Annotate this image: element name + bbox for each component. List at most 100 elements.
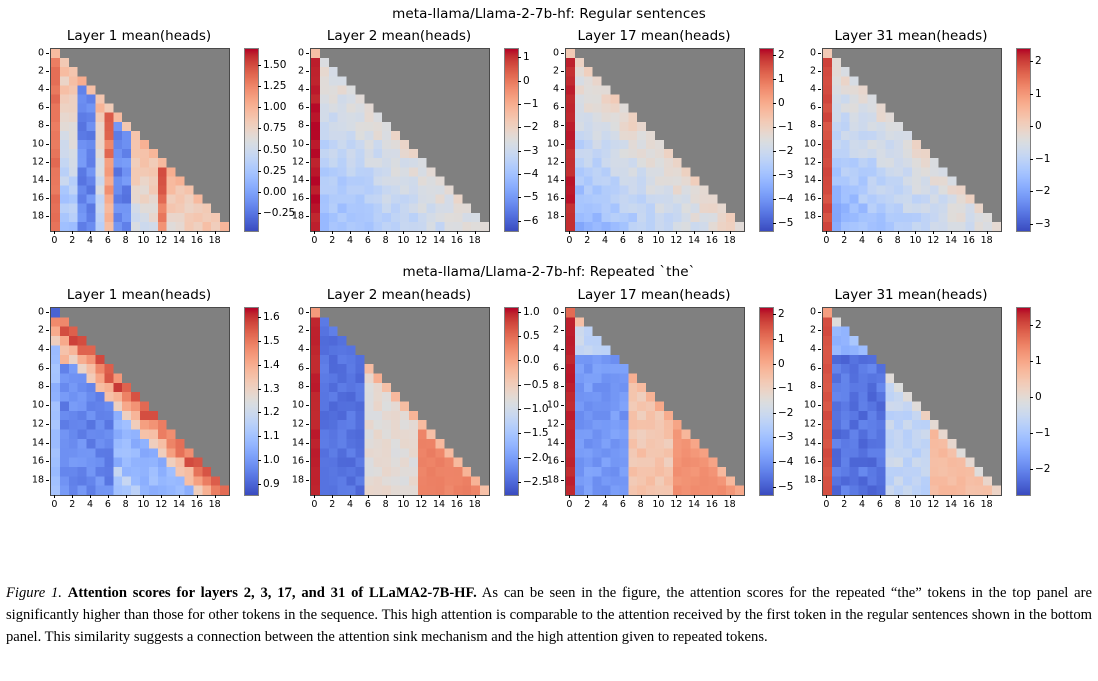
colorbar-tick-mark [258, 213, 261, 215]
y-tick-mark [561, 216, 564, 218]
x-tick-label: 4 [87, 499, 94, 510]
x-tick-mark [214, 495, 216, 498]
colorbar-tick-label: 0.75 [263, 122, 287, 135]
y-tick-mark [818, 386, 821, 388]
colorbar-tick-mark [258, 340, 261, 342]
colorbar-tick-mark [258, 86, 261, 88]
y-tick-mark [561, 70, 564, 72]
x-tick-mark [143, 231, 145, 234]
x-tick-mark [622, 231, 624, 234]
colorbar-tick-mark [258, 412, 261, 414]
colorbar-tick-mark [773, 150, 776, 152]
colorbar-tick-label: 0.25 [263, 164, 287, 177]
x-tick-label: 14 [688, 235, 701, 246]
y-tick-mark [306, 461, 309, 463]
colorbar-tick-label: −2 [778, 406, 794, 419]
heatmap-canvas [566, 49, 744, 231]
x-tick-mark [161, 495, 163, 498]
x-tick-mark [569, 495, 571, 498]
panel-title: Layer 17 mean(heads) [577, 287, 731, 303]
x-tick-label: 6 [104, 499, 111, 510]
panel-title: Layer 2 mean(heads) [326, 287, 472, 303]
x-tick-label: 8 [637, 235, 644, 246]
heatmap-axes [310, 307, 490, 496]
x-tick-mark [367, 231, 369, 234]
colorbar-tick-label: −2.0 [523, 451, 549, 464]
x-tick-mark [456, 231, 458, 234]
y-tick-label: 2 [37, 65, 44, 77]
x-tick-mark [587, 231, 589, 234]
x-tick-mark [72, 495, 74, 498]
heatmap-axes [565, 48, 745, 232]
x-tick-mark [676, 495, 678, 498]
x-tick-label: 16 [190, 499, 203, 510]
x-tick-mark [658, 231, 660, 234]
y-tick-mark [306, 216, 309, 218]
colorbar-gradient [245, 308, 258, 495]
colorbar-tick-mark [773, 55, 776, 57]
y-tick-mark [306, 179, 309, 181]
x-tick-mark [196, 231, 198, 234]
heatmap-panel-1-1: Layer 2 mean(heads) 0 2 4 6 8 10 12 14 16 18 0 2 4 6 8 1… [278, 255, 549, 525]
y-tick-mark [46, 367, 49, 369]
x-tick-mark [915, 495, 917, 498]
x-tick-mark [474, 231, 476, 234]
y-tick-label: 4 [552, 83, 559, 95]
y-tick-mark [306, 479, 309, 481]
x-tick-label: 8 [382, 235, 389, 246]
colorbar-tick-mark [1030, 324, 1033, 326]
x-tick-mark [879, 495, 881, 498]
y-tick-label: 10 [803, 138, 816, 150]
y-tick-label: 8 [297, 380, 304, 392]
x-tick-label: 12 [415, 499, 428, 510]
y-tick-label: 8 [297, 119, 304, 131]
x-tick-label: 8 [894, 499, 901, 510]
y-tick-label: 10 [31, 399, 44, 411]
y-tick-mark [818, 161, 821, 163]
colorbar-tick-mark [518, 481, 521, 483]
x-tick-label: 6 [104, 235, 111, 246]
colorbar-tick-mark [1030, 191, 1033, 192]
y-tick-label: 8 [809, 119, 816, 131]
x-tick-label: 8 [894, 235, 901, 246]
x-tick-label: 10 [137, 499, 150, 510]
x-tick-mark [456, 495, 458, 498]
x-tick-mark [107, 231, 109, 234]
y-tick-mark [46, 330, 49, 332]
colorbar-tick-label: 1.6 [263, 310, 280, 323]
x-tick-label: 8 [122, 235, 129, 246]
x-tick-mark [968, 495, 970, 498]
colorbar-tick-label: 1.0 [263, 454, 280, 467]
suptitle-repeated-the: meta-llama/Llama-2-7b-hf: Repeated `the` [402, 264, 696, 280]
colorbar-tick-mark [773, 222, 776, 224]
x-tick-mark [54, 495, 56, 498]
x-tick-label: 10 [909, 235, 922, 246]
y-tick-label: 2 [809, 324, 816, 336]
caption-lead-sentence: Attention scores for layers 2, 3, 17, an… [67, 585, 477, 601]
colorbar-tick-label: 0 [778, 97, 785, 110]
colorbar-tick-label: 1 [778, 332, 785, 345]
x-tick-label: 14 [173, 235, 186, 246]
y-tick-mark [561, 179, 564, 181]
y-tick-mark [561, 442, 564, 444]
x-tick-mark [569, 231, 571, 234]
colorbar-tick-label: 1.5 [263, 334, 280, 347]
x-tick-mark [711, 231, 713, 234]
y-tick-mark [561, 88, 564, 90]
colorbar-tick-mark [518, 457, 521, 459]
y-tick-mark [561, 386, 564, 388]
x-tick-label: 14 [945, 235, 958, 246]
colorbar-tick-label: −3 [1035, 217, 1051, 230]
colorbar-tick-label: −6 [523, 214, 539, 227]
colorbar [244, 48, 259, 232]
heatmap-axes [50, 48, 230, 232]
x-tick-label: 14 [173, 499, 186, 510]
colorbar-tick-mark [518, 311, 521, 313]
x-tick-mark [403, 495, 405, 498]
x-tick-label: 6 [876, 235, 883, 246]
y-tick-mark [46, 125, 49, 127]
panel-row-repeated-the: meta-llama/Llama-2-7b-hf: Repeated `the`… [0, 255, 1098, 525]
y-tick-label: 12 [803, 418, 816, 430]
x-tick-label: 16 [962, 235, 975, 246]
